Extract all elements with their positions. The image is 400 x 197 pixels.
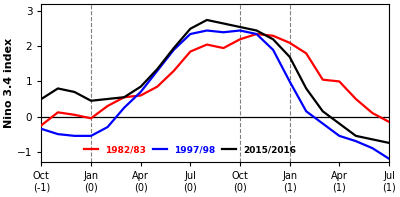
Legend: 1982/83, 1997/98, 2015/2016: 1982/83, 1997/98, 2015/2016 — [81, 141, 300, 158]
Y-axis label: Nino 3.4 index: Nino 3.4 index — [4, 38, 14, 128]
